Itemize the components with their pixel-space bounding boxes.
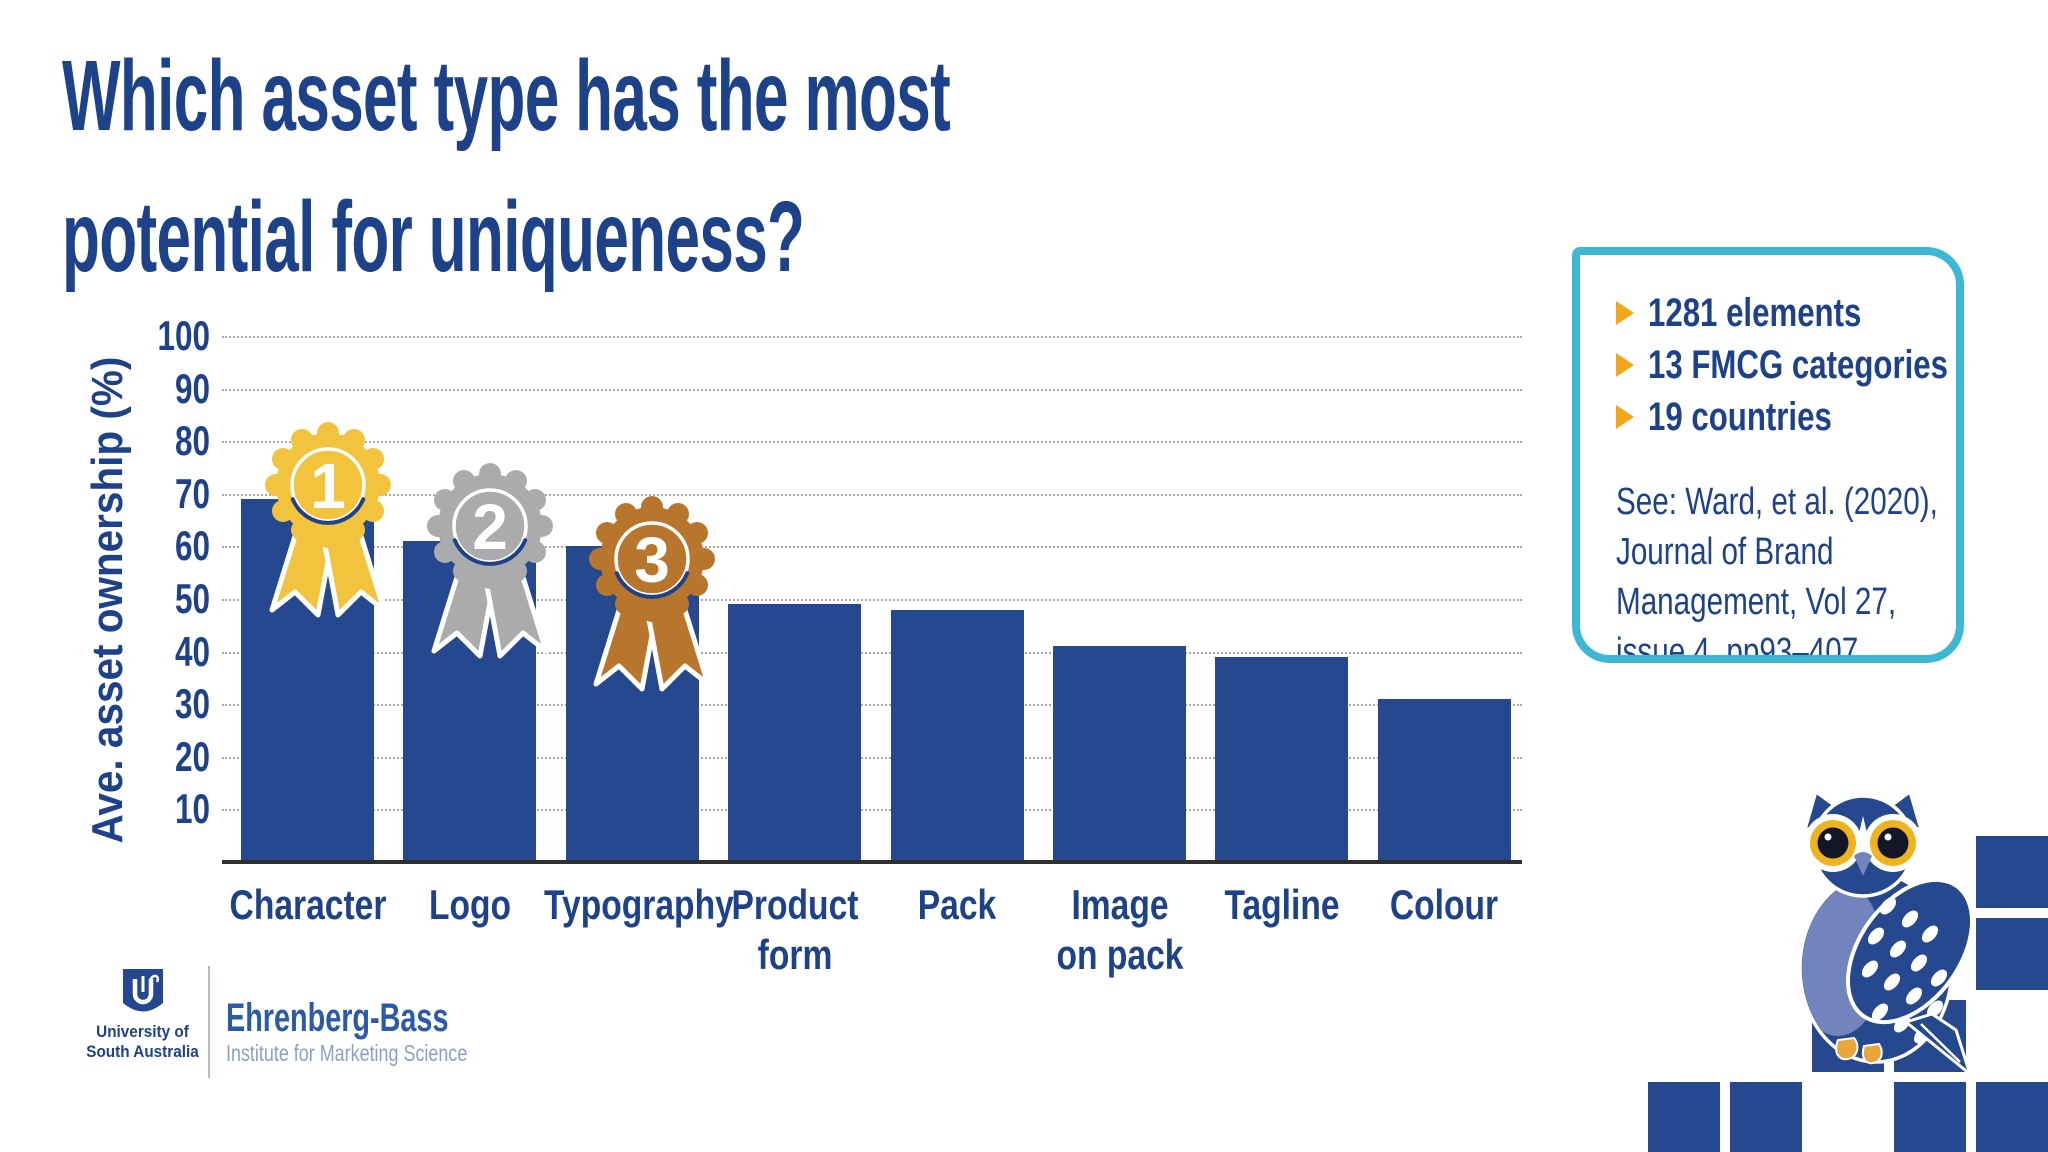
- institute-name: Ehrenberg-Bass: [226, 996, 449, 1040]
- callout-item: 19 countries: [1616, 393, 1938, 445]
- svg-text:3: 3: [635, 524, 671, 596]
- medal-silver-icon: 2: [400, 456, 580, 716]
- gridline-60: [222, 546, 1522, 549]
- y-tick-label: 100: [157, 312, 210, 359]
- x-category-label: Tagline: [1224, 881, 1340, 928]
- callout-item-label: 19 countries: [1648, 395, 1832, 439]
- y-tick-label: 90: [174, 364, 210, 412]
- study-details-callout: 1281 elements 13 FMCG categories 19 coun…: [1572, 247, 1964, 663]
- gridline-80: [222, 441, 1522, 444]
- bar-colour: [1377, 698, 1511, 862]
- svg-text:2: 2: [472, 491, 508, 563]
- gridline-30: [222, 704, 1522, 707]
- mosaic-square: [1976, 836, 2048, 908]
- owl-illustration: [1798, 789, 1975, 1078]
- x-category-label: Product form: [731, 881, 859, 978]
- mosaic-square: [1894, 1082, 1966, 1152]
- y-tick-label: 80: [174, 417, 210, 465]
- university-shield-logo: [123, 969, 163, 1012]
- bullet-triangle-icon: [1616, 301, 1634, 325]
- gridline-70: [222, 493, 1522, 496]
- mosaic-square: [1976, 918, 2048, 990]
- x-category-label: Image on pack: [1056, 881, 1183, 978]
- logo-divider: [208, 966, 210, 1078]
- gridline-50: [222, 599, 1522, 601]
- gridline-90: [222, 388, 1522, 391]
- medal-gold-icon: 1: [238, 415, 418, 675]
- university-name: University of South Australia: [86, 1022, 199, 1061]
- institute-subtitle: Institute for Marketing Science: [226, 1040, 468, 1066]
- y-tick-label: 50: [174, 575, 210, 622]
- gridline-10: [222, 809, 1522, 812]
- y-tick-label: 60: [174, 522, 210, 570]
- x-category-label: Logo: [428, 881, 511, 928]
- callout-item: 13 FMCG categories: [1616, 341, 1948, 393]
- bar-tagline: [1215, 656, 1349, 862]
- x-axis-line: [222, 860, 1522, 864]
- svg-text:1: 1: [310, 450, 346, 522]
- bar-image-on-pack: [1053, 646, 1186, 862]
- bullet-triangle-icon: [1616, 353, 1634, 377]
- page-title: Which asset type has the most potential …: [62, 40, 951, 293]
- y-tick-label: 20: [174, 732, 210, 780]
- callout-item-label: 13 FMCG categories: [1648, 343, 1948, 387]
- x-category-label: Pack: [917, 881, 997, 928]
- gridline-100: [222, 336, 1522, 338]
- y-tick-label: 10: [174, 785, 210, 833]
- gridline-40: [222, 651, 1522, 654]
- x-category-label: Character: [229, 881, 386, 928]
- medal-bronze-icon: 3: [562, 489, 742, 749]
- mosaic-square: [1976, 1082, 2048, 1152]
- bullet-triangle-icon: [1616, 405, 1634, 429]
- y-tick-label: 40: [174, 627, 210, 675]
- bar-product-form: [728, 604, 862, 862]
- mosaic-square: [1730, 1082, 1802, 1152]
- y-tick-label: 70: [174, 469, 210, 517]
- callout-item-label: 1281 elements: [1648, 291, 1862, 335]
- x-category-label: Colour: [1390, 881, 1499, 928]
- source-citation: See: Ward, et al. (2020), Journal of Bra…: [1616, 481, 1938, 663]
- callout-item: 1281 elements: [1616, 289, 1938, 341]
- y-tick-label: 30: [174, 680, 210, 728]
- gridline-20: [222, 756, 1522, 759]
- mosaic-square: [1648, 1082, 1720, 1152]
- bar-pack: [890, 609, 1024, 862]
- x-category-label: Typography: [544, 881, 735, 928]
